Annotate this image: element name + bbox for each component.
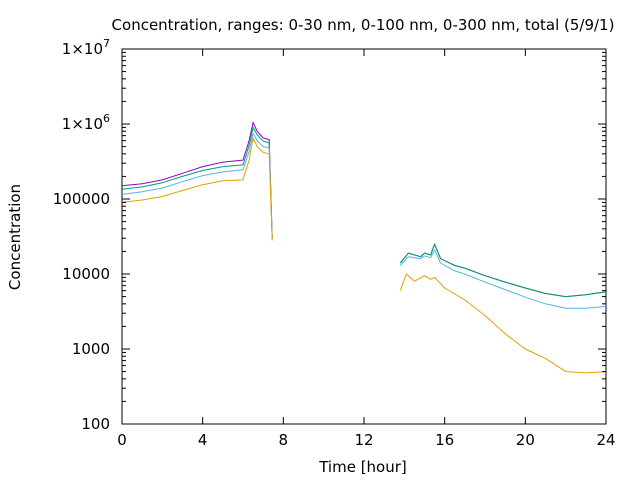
y-axis-label: Concentration <box>6 184 24 290</box>
chart-title: Concentration, ranges: 0-30 nm, 0-100 nm… <box>112 16 615 34</box>
y-tick-label: 1×107 <box>62 37 110 58</box>
x-tick-label: 8 <box>279 431 289 449</box>
x-tick-label: 0 <box>117 431 127 449</box>
series-segment <box>121 121 273 239</box>
x-tick-label: 4 <box>198 431 208 449</box>
series-segment <box>121 132 273 240</box>
series-layer <box>121 121 607 374</box>
plot-frame <box>121 48 607 425</box>
series-line <box>121 126 607 298</box>
series-segment <box>121 126 273 239</box>
x-tick-label: 12 <box>354 431 373 449</box>
series-line <box>121 121 607 298</box>
series-segment <box>399 273 607 374</box>
series-segment <box>399 249 607 309</box>
x-tick-label: 24 <box>596 431 615 449</box>
x-tick-label: 16 <box>435 431 454 449</box>
series-segment <box>399 243 607 298</box>
y-tick-label: 10000 <box>62 265 110 283</box>
tick-layer: 0 4 8 12 16 20 24 100 1000 10000 100000 1×106 1×107 <box>53 37 616 449</box>
x-axis-label: Time [hour] <box>318 458 407 476</box>
y-tick-label: 100000 <box>53 190 110 208</box>
series-line <box>121 137 607 374</box>
series-segment <box>121 137 273 241</box>
series-line <box>121 132 607 309</box>
x-tick-label: 20 <box>516 431 535 449</box>
y-tick-label: 1000 <box>72 340 110 358</box>
y-tick-label: 1×106 <box>62 112 110 133</box>
y-tick-label: 100 <box>81 415 110 433</box>
